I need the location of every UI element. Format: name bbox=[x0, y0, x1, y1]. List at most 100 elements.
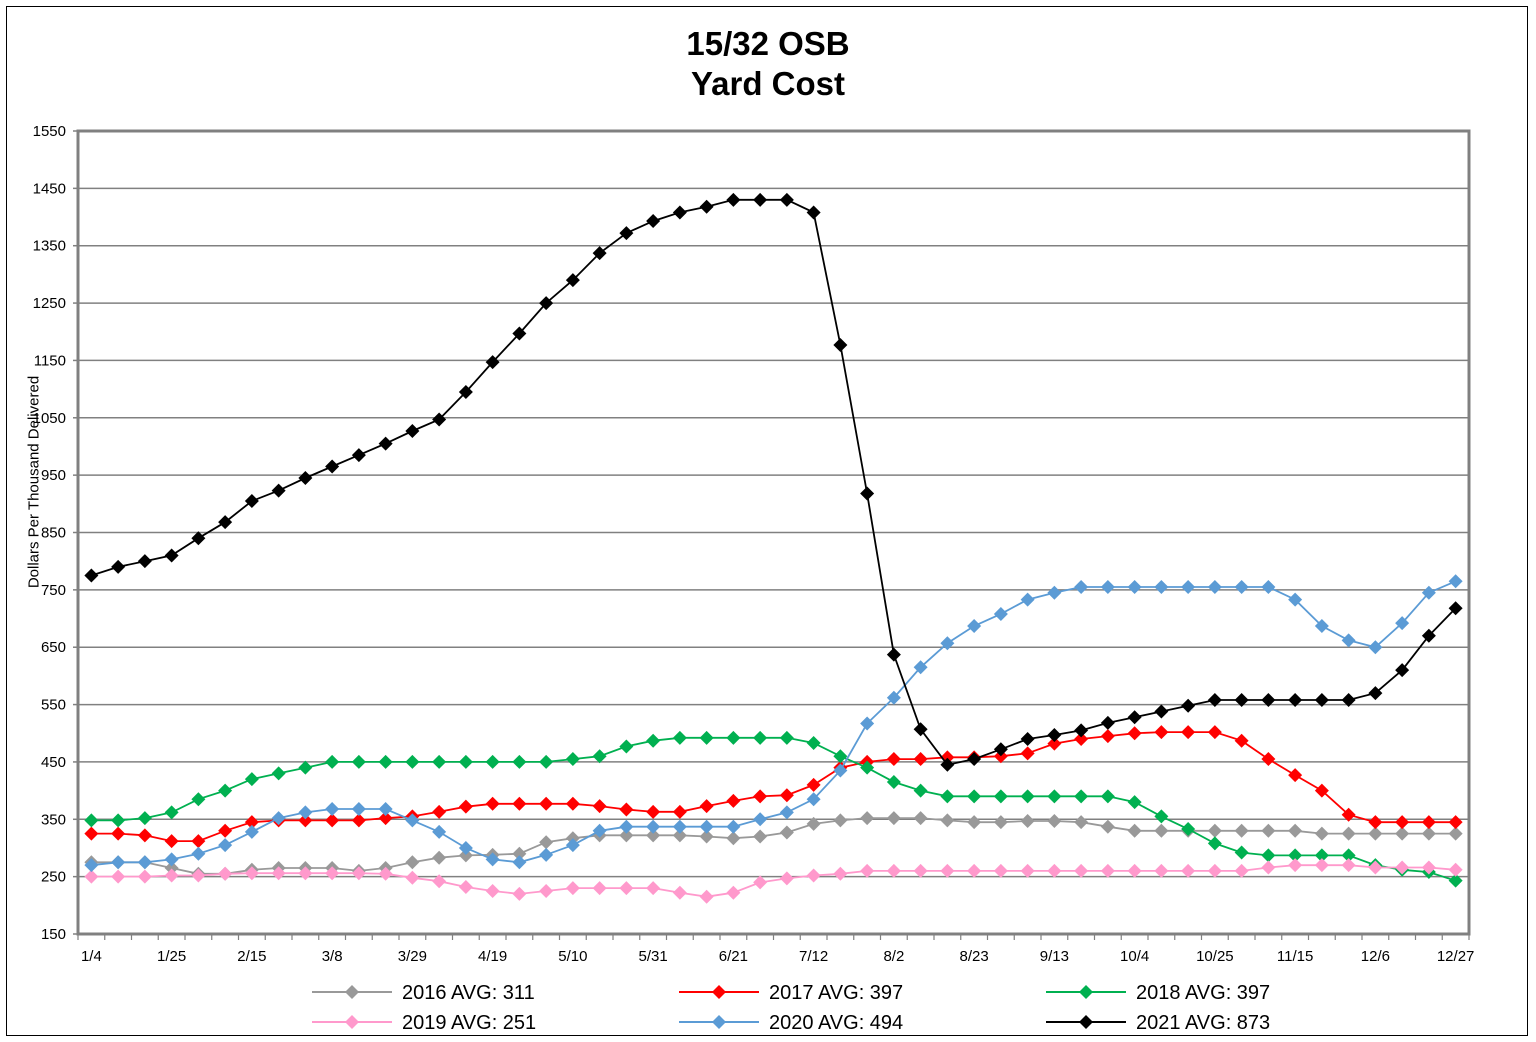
data-point bbox=[84, 858, 99, 873]
data-point bbox=[244, 866, 259, 881]
chart-title-line-1: 15/32 OSB bbox=[686, 25, 850, 62]
data-point bbox=[565, 838, 580, 853]
data-point bbox=[646, 733, 661, 748]
data-point bbox=[111, 869, 126, 884]
data-point bbox=[218, 838, 233, 853]
series-3 bbox=[84, 858, 1463, 904]
data-point bbox=[833, 749, 848, 764]
data-point bbox=[378, 754, 393, 769]
data-point bbox=[1314, 692, 1329, 707]
data-point bbox=[1020, 592, 1035, 607]
data-point bbox=[1395, 860, 1410, 875]
series-5 bbox=[84, 192, 1463, 772]
data-point bbox=[860, 760, 875, 775]
x-tick-label: 6/21 bbox=[719, 948, 748, 965]
data-point bbox=[592, 881, 607, 896]
data-point bbox=[753, 730, 768, 745]
data-point bbox=[806, 205, 821, 220]
data-point bbox=[1368, 826, 1383, 841]
data-point bbox=[1020, 814, 1035, 829]
data-point bbox=[405, 813, 420, 828]
data-point bbox=[164, 834, 179, 849]
data-point bbox=[1261, 752, 1276, 767]
data-point bbox=[432, 412, 447, 427]
data-point bbox=[1261, 823, 1276, 838]
data-point bbox=[672, 885, 687, 900]
data-point bbox=[1020, 731, 1035, 746]
data-point bbox=[1181, 698, 1196, 713]
data-point bbox=[913, 752, 928, 767]
data-point bbox=[726, 793, 741, 808]
data-point bbox=[806, 868, 821, 883]
x-tick-label: 10/25 bbox=[1196, 948, 1234, 965]
data-point bbox=[1154, 863, 1169, 878]
data-point bbox=[218, 515, 233, 530]
data-point bbox=[378, 866, 393, 881]
data-point bbox=[993, 742, 1008, 757]
data-point bbox=[833, 813, 848, 828]
series-line bbox=[91, 198, 1457, 766]
data-point bbox=[512, 754, 527, 769]
data-point bbox=[806, 816, 821, 831]
data-point bbox=[806, 792, 821, 807]
data-point bbox=[967, 618, 982, 633]
data-point bbox=[191, 792, 206, 807]
data-point bbox=[1181, 579, 1196, 594]
data-point bbox=[833, 337, 848, 352]
x-tick-label: 1/4 bbox=[81, 948, 102, 965]
y-tick-label: 1150 bbox=[34, 352, 66, 369]
data-point bbox=[111, 826, 126, 841]
data-point bbox=[1448, 601, 1463, 616]
data-point bbox=[726, 192, 741, 207]
data-point bbox=[1234, 692, 1249, 707]
data-point bbox=[111, 855, 126, 870]
data-point bbox=[1047, 585, 1062, 600]
y-tick-label: 1050 bbox=[33, 410, 66, 427]
data-point bbox=[1395, 616, 1410, 631]
data-point bbox=[779, 730, 794, 745]
data-point bbox=[458, 799, 473, 814]
data-point bbox=[1368, 860, 1383, 875]
x-tick-label: 10/4 bbox=[1120, 948, 1149, 965]
data-point bbox=[806, 777, 821, 792]
data-point bbox=[1341, 692, 1356, 707]
data-point bbox=[1047, 814, 1062, 829]
data-point bbox=[886, 690, 901, 705]
data-point bbox=[699, 819, 714, 834]
data-point bbox=[699, 889, 714, 904]
data-point bbox=[1448, 815, 1463, 830]
x-tick-label: 1/25 bbox=[157, 948, 186, 965]
data-point bbox=[806, 736, 821, 751]
data-point bbox=[967, 752, 982, 767]
data-point bbox=[1100, 863, 1115, 878]
data-point bbox=[779, 805, 794, 820]
data-point bbox=[672, 804, 687, 819]
data-point bbox=[1074, 863, 1089, 878]
data-point bbox=[458, 848, 473, 863]
x-tick-label: 4/19 bbox=[478, 948, 507, 965]
data-point bbox=[1100, 579, 1115, 594]
data-point bbox=[592, 823, 607, 838]
data-point bbox=[993, 789, 1008, 804]
legend-marker bbox=[345, 1015, 359, 1029]
series-line bbox=[91, 817, 1456, 875]
data-point bbox=[1448, 862, 1463, 877]
data-point bbox=[1421, 815, 1436, 830]
chart-title: 15/32 OSB Yard Cost bbox=[0, 24, 1536, 104]
data-point bbox=[218, 823, 233, 838]
data-point bbox=[619, 819, 634, 834]
data-point bbox=[1154, 579, 1169, 594]
y-tick-label: 550 bbox=[41, 697, 66, 714]
data-point bbox=[886, 752, 901, 767]
y-tick-label: 250 bbox=[41, 869, 66, 886]
data-point bbox=[1074, 731, 1089, 746]
data-point bbox=[1261, 692, 1276, 707]
data-point bbox=[485, 355, 500, 370]
x-axis-ticks: 1/4 1/25 2/15 3/8 3/29 4/19 5/10 5/31 6/21 7/12 8/… bbox=[77, 934, 1474, 965]
data-point bbox=[405, 855, 420, 870]
data-point bbox=[753, 829, 768, 844]
series-line bbox=[91, 736, 1456, 882]
data-point bbox=[164, 868, 179, 883]
legend-entry: 2016 AVG: 311 bbox=[312, 982, 535, 1004]
